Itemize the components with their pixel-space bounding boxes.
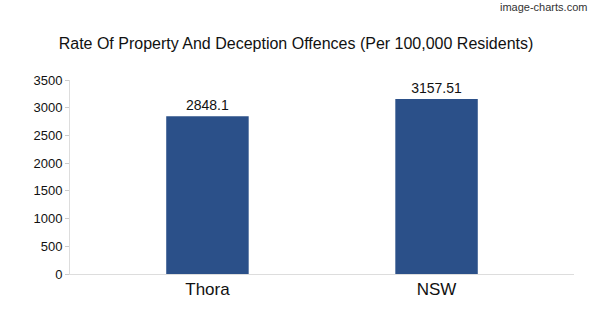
svg-text:3000: 3000 <box>33 100 62 115</box>
svg-text:NSW: NSW <box>417 280 457 299</box>
svg-text:2848.1: 2848.1 <box>186 97 229 113</box>
svg-text:Thora: Thora <box>185 280 230 299</box>
svg-text:1000: 1000 <box>33 211 62 226</box>
svg-text:3157.51: 3157.51 <box>411 80 462 96</box>
svg-text:2500: 2500 <box>33 128 62 143</box>
svg-text:1500: 1500 <box>33 183 62 198</box>
svg-text:Rate Of Property And Deception: Rate Of Property And Deception Offences … <box>59 35 534 52</box>
svg-text:2000: 2000 <box>33 156 62 171</box>
svg-text:0: 0 <box>55 267 62 282</box>
svg-text:3500: 3500 <box>33 73 62 88</box>
svg-text:500: 500 <box>41 239 63 254</box>
svg-text:image-charts.com: image-charts.com <box>500 1 587 13</box>
